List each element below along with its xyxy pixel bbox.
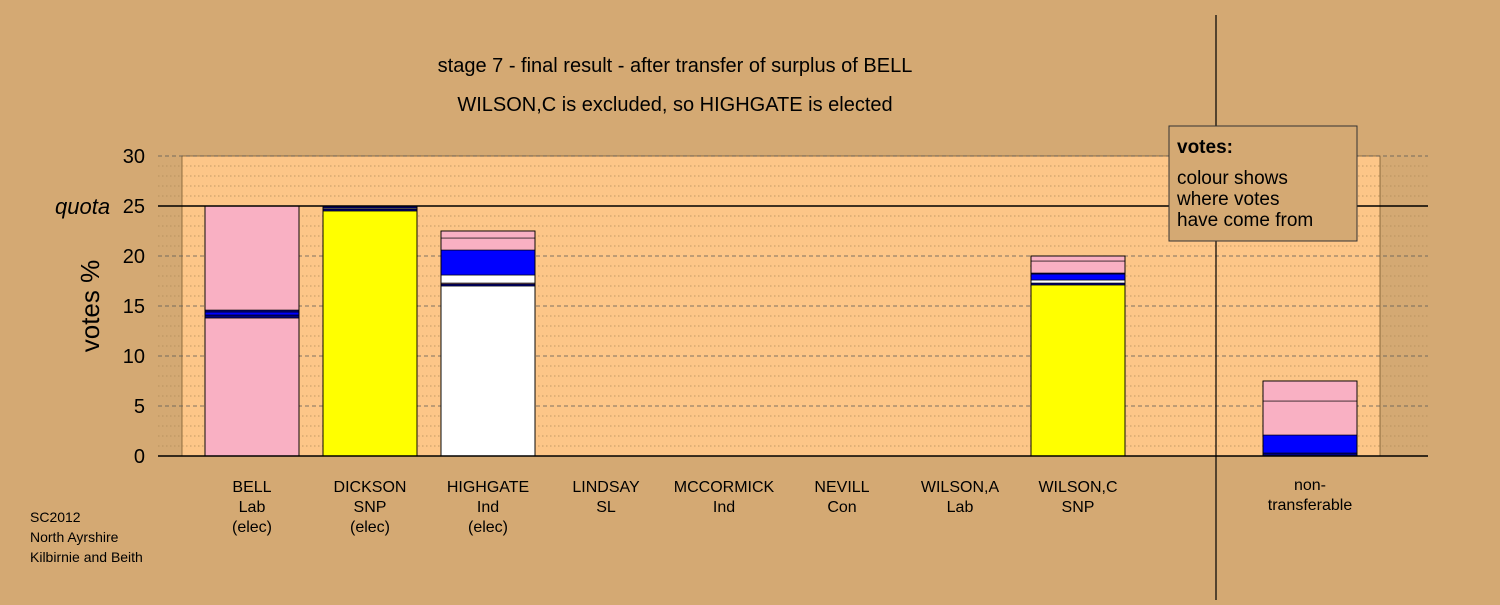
legend-text: have come from [1177,210,1313,231]
candidate-name: LINDSAY [572,479,640,496]
bar-segment [204,317,300,457]
bar-wilsonc [1030,255,1126,457]
candidate-name: WILSON,A [921,479,1000,496]
bar-segment [204,314,300,319]
bar-segment [322,208,418,212]
bars [204,205,1358,457]
bar-segment [440,237,536,251]
chart-subtitle: WILSON,C is excluded, so HIGHGATE is ele… [457,94,892,116]
legend-title: votes: [1177,137,1233,158]
candidate-party: SNP [354,499,387,516]
bar-nontransferable [1262,380,1358,457]
candidate-party: SNP [1062,499,1095,516]
bar-segment [1262,434,1358,454]
footer-text: Kilbirnie and Beith [30,549,143,565]
candidate-party: Ind [477,499,499,516]
legend-text: where votes [1176,189,1279,210]
footer-text: North Ayrshire [30,529,119,545]
candidate-name: BELL [232,479,271,496]
candidate-party: Ind [713,499,735,516]
footer-text: SC2012 [30,509,81,525]
candidate-party: Lab [947,499,974,516]
bar-segment [440,230,536,239]
candidate-party: SL [596,499,616,516]
y-tick-label: 20 [123,246,145,268]
bar-segment [1262,400,1358,436]
bar-segment [1030,279,1126,284]
labels: BELL Lab (elec) DICKSON SNP (elec) HIGHGATE Ind… [30,55,1352,565]
bar-segment [440,249,536,276]
bar-segment [1030,260,1126,274]
y-tick-label: 5 [134,396,145,418]
bar-segment [1030,284,1126,457]
bar-bell [204,205,300,457]
y-tick-label: 0 [134,446,145,468]
bar-highgate [440,230,536,457]
y-tick-label: 10 [123,346,145,368]
candidate-status: (elec) [468,519,508,536]
candidate-name: MCCORMICK [674,479,775,496]
legend-box [1168,125,1358,242]
nontransferable-label: transferable [1268,497,1353,514]
candidate-status: (elec) [232,519,272,536]
candidate-name: HIGHGATE [447,479,529,496]
quota-label: quota [55,194,110,219]
y-tick-label: 25 [123,196,145,218]
bar-segment [322,210,418,457]
y-tick-label: 30 [123,146,145,168]
bar-dickson [322,205,418,457]
bar-segment [204,311,300,316]
bar-segment [440,274,536,284]
chart-title: stage 7 - final result - after transfer … [438,55,913,77]
y-tick-label: 15 [123,296,145,318]
bar-segment [204,205,300,311]
bar-segment [1262,380,1358,402]
bar-segment [1030,273,1126,281]
legend-text: colour shows [1177,168,1288,189]
nontransferable-label: non- [1294,477,1326,494]
candidate-status: (elec) [350,519,390,536]
candidate-party: Con [827,499,856,516]
candidate-name: NEVILL [814,479,869,496]
bar-segment [440,285,536,457]
candidate-name: DICKSON [334,479,407,496]
y-axis-label: votes % [75,260,105,353]
candidate-name: WILSON,C [1038,479,1117,496]
candidate-party: Lab [239,499,266,516]
bar-segment [1030,255,1126,262]
